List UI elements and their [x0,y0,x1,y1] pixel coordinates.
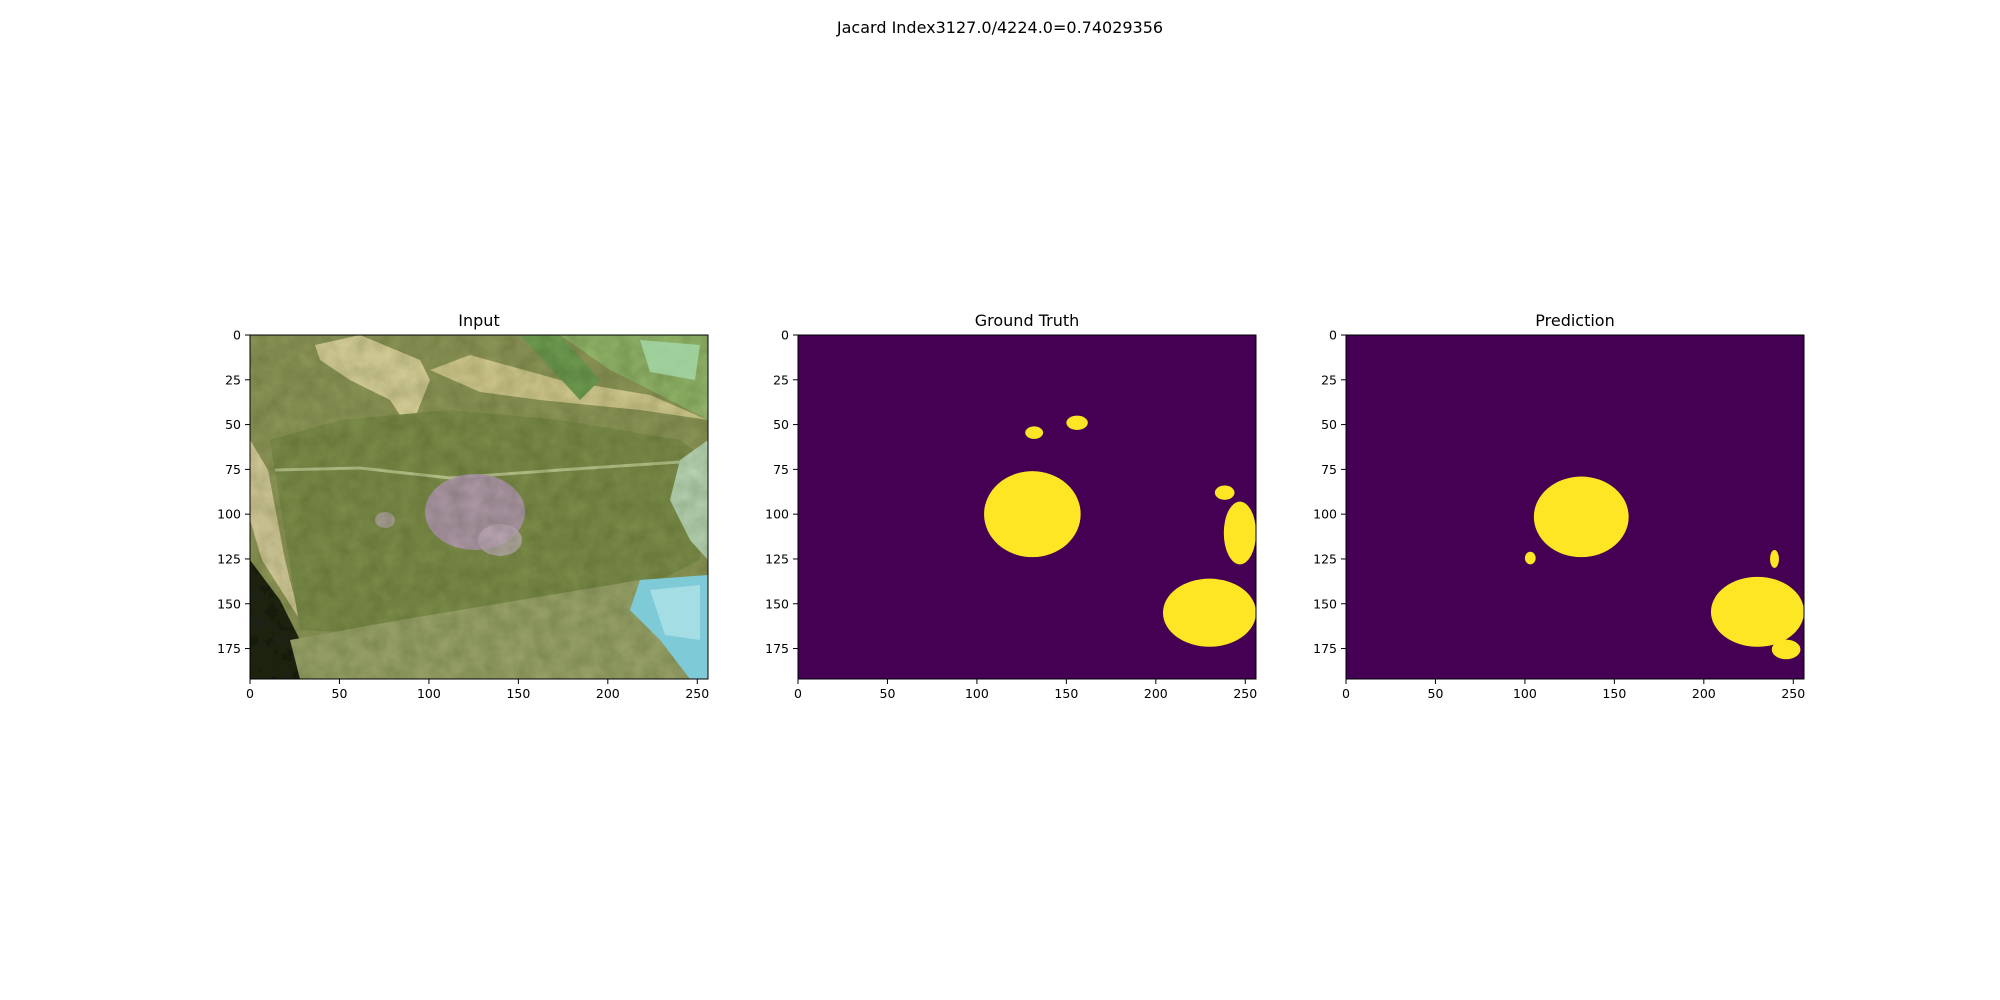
y-tick-label: 75 [225,462,241,477]
mask-region [1533,476,1629,558]
panel-title-input: Input [458,311,499,330]
x-tick-label: 200 [1692,686,1716,701]
panel-input: Input [217,311,709,701]
y-tick-label: 25 [1321,372,1337,387]
y-tick-label: 100 [765,507,789,522]
y-tick-label: 75 [1321,462,1337,477]
y-tick-label: 75 [773,462,789,477]
mask-region [1771,639,1801,660]
y-tick-label: 175 [217,641,241,656]
y-tick-label: 0 [233,328,241,343]
y-tick-label: 25 [773,372,789,387]
mask-region [1162,578,1256,647]
axes-frame [249,334,709,680]
x-tick-label: 50 [332,686,348,701]
x-tick-label: 250 [1233,686,1257,701]
x-tick-label: 50 [1428,686,1444,701]
mask-region [1223,501,1256,565]
y-tick-label: 100 [217,507,241,522]
mask-region [1710,576,1804,647]
axes-frame [1345,334,1805,680]
y-tick-label: 0 [1329,328,1337,343]
mask-region [1025,426,1044,439]
mask-region [1524,551,1536,565]
x-tick-label: 200 [1144,686,1168,701]
y-tick-label: 50 [773,417,789,432]
x-tick-label: 0 [1342,686,1350,701]
x-tick-label: 150 [1054,686,1078,701]
y-tick-label: 150 [1313,596,1337,611]
mask-region [1770,550,1779,568]
x-tick-label: 150 [1602,686,1626,701]
y-tick-label: 125 [217,551,241,566]
x-tick-label: 50 [880,686,896,701]
y-tick-label: 150 [217,596,241,611]
figure-title: Jacard Index3127.0/4224.0=0.74029356 [836,18,1163,37]
y-tick-label: 125 [765,551,789,566]
mask-region [1066,415,1088,430]
panel-title-ground-truth: Ground Truth [975,311,1080,330]
y-tick-label: 50 [1321,417,1337,432]
axes-frame [797,334,1257,680]
y-tick-label: 50 [225,417,241,432]
mask-region [984,471,1081,558]
panel-title-prediction: Prediction [1535,311,1614,330]
x-tick-label: 100 [1513,686,1537,701]
x-tick-label: 100 [965,686,989,701]
mask-region [1214,485,1235,500]
y-tick-label: 0 [781,328,789,343]
x-tick-label: 0 [794,686,802,701]
x-tick-label: 250 [1781,686,1805,701]
y-tick-label: 175 [1313,641,1337,656]
panel-prediction: Prediction 0 50 100 150 200 250 0 25 50 75 100 125 1… [1313,311,1805,701]
ground-truth-mask [798,335,1256,679]
x-tick-label: 200 [596,686,620,701]
y-tick-label: 150 [765,596,789,611]
prediction-mask [1346,335,1804,679]
y-tick-label: 100 [1313,507,1337,522]
x-tick-label: 0 [246,686,254,701]
y-tick-label: 125 [1313,551,1337,566]
panel-ground-truth: Ground Truth 0 50 100 150 200 250 0 25 50 75 100 12… [765,311,1257,701]
x-tick-label: 100 [417,686,441,701]
y-tick-label: 25 [225,372,241,387]
x-tick-label: 150 [506,686,530,701]
input-image [250,335,708,679]
y-tick-label: 175 [765,641,789,656]
x-tick-label: 250 [685,686,709,701]
